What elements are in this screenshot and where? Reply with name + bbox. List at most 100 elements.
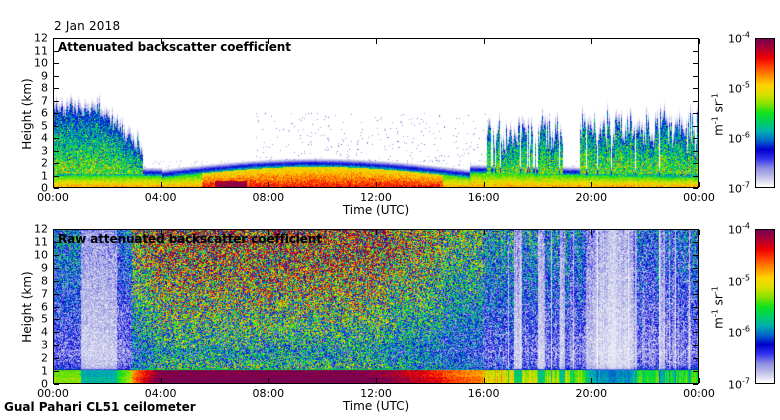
colorbar-tick-label: 10-6: [728, 325, 750, 340]
x-tick-mark-top: [53, 39, 54, 44]
x-tick-mark: [53, 378, 54, 383]
y-tick-mark: [54, 307, 59, 308]
y-tick-mark-right: [693, 358, 698, 359]
y-tick-label: 7: [41, 287, 48, 301]
y-tick-mark-right: [693, 268, 698, 269]
colorbar-gradient-attenuated: [756, 39, 774, 187]
colorbar-gradient-raw: [756, 230, 774, 383]
y-tick-mark: [54, 371, 59, 372]
y-tick-mark-right: [693, 126, 698, 127]
y-axis-label-attenuated: Height (km): [20, 78, 34, 150]
y-tick-mark: [54, 281, 59, 282]
x-tick-mark-top: [161, 230, 162, 235]
x-tick-label: 04:00: [144, 191, 177, 204]
y-tick-mark-right: [693, 76, 698, 77]
x-tick-mark-top: [268, 230, 269, 235]
y-tick-mark-right: [693, 188, 698, 189]
x-axis-label-raw: Time (UTC): [342, 399, 410, 413]
x-tick-mark: [268, 378, 269, 383]
y-tick-label: 0: [41, 377, 48, 391]
x-tick-mark-top: [591, 230, 592, 235]
figure-caption: Gual Pahari CL51 ceilometer: [4, 400, 196, 414]
y-tick-mark-right: [693, 38, 698, 39]
y-tick-mark-right: [693, 151, 698, 152]
heatmap-attenuated: [54, 39, 698, 187]
y-tick-label: 7: [41, 94, 48, 107]
y-tick-mark-right: [693, 88, 698, 89]
colorbar-unit-raw: m-1 sr-1: [711, 273, 726, 343]
colorbar-tick-label: 10-5: [728, 80, 750, 96]
y-tick-label: 2: [41, 351, 48, 365]
y-tick-mark-right: [693, 281, 698, 282]
y-tick-label: 3: [41, 144, 48, 157]
colorbar-tick-label: 10-4: [728, 221, 750, 237]
y-tick-mark-right: [693, 371, 698, 372]
y-tick-mark: [54, 163, 59, 164]
y-tick-mark: [54, 138, 59, 139]
panel-title-raw: Raw attenuated backscatter coefficient: [58, 232, 322, 246]
x-tick-mark-top: [484, 230, 485, 235]
x-tick-mark-top: [53, 230, 54, 235]
cb-unit-m-exp-2: -1: [710, 309, 720, 318]
cb-unit-sr-2: sr: [711, 294, 726, 310]
y-tick-label: 8: [41, 274, 48, 288]
y-tick-label: 2: [41, 156, 48, 170]
plot-area-raw: [53, 229, 699, 384]
y-tick-label: 10: [34, 248, 48, 262]
colorbar-tick-label: 10-7: [728, 180, 750, 196]
y-tick-label: 5: [41, 312, 48, 326]
y-tick-mark-right: [693, 138, 698, 139]
panel-title-attenuated: Attenuated backscatter coefficient: [58, 40, 291, 54]
x-tick-mark-top: [268, 39, 269, 44]
y-tick-mark: [54, 332, 59, 333]
y-tick-mark: [54, 229, 59, 230]
y-tick-mark-right: [693, 319, 698, 320]
x-tick-mark: [376, 378, 377, 383]
y-axis-label-raw: Height (km): [20, 271, 34, 343]
y-tick-mark-right: [693, 63, 698, 64]
x-tick-label: 20:00: [575, 387, 608, 400]
y-tick-mark: [54, 101, 59, 102]
y-tick-label: 0: [41, 181, 48, 195]
plot-area-attenuated: [53, 38, 699, 188]
x-tick-mark: [53, 182, 54, 187]
y-tick-mark-right: [693, 384, 698, 385]
y-tick-mark: [54, 151, 59, 152]
x-tick-label: 12:00: [360, 387, 392, 400]
cb-unit-sr: sr: [711, 101, 726, 117]
y-tick-label: 11: [34, 235, 48, 249]
y-tick-label: 5: [41, 119, 48, 132]
x-tick-mark: [484, 378, 485, 383]
colorbar-tick-label: 10-6: [728, 130, 750, 146]
x-tick-mark: [268, 182, 269, 187]
y-tick-mark: [54, 358, 59, 359]
y-tick-label: 10: [34, 56, 48, 70]
y-tick-mark: [54, 38, 59, 39]
x-tick-mark-top: [161, 39, 162, 44]
y-tick-label: 1: [41, 364, 48, 378]
y-tick-mark-right: [693, 113, 698, 114]
x-tick-mark-top: [699, 230, 700, 235]
x-tick-label: 16:00: [467, 387, 500, 400]
x-tick-mark-top: [376, 39, 377, 44]
y-tick-mark-right: [693, 101, 698, 102]
y-tick-mark: [54, 51, 59, 52]
y-tick-mark: [54, 113, 59, 114]
cb-unit-m: m: [711, 124, 726, 136]
y-tick-label: 12: [34, 31, 48, 45]
heatmap-raw: [54, 230, 698, 383]
x-axis-label-attenuated: Time (UTC): [342, 203, 410, 217]
x-tick-mark: [591, 378, 592, 383]
cb-unit-sr-exp-2: -1: [710, 286, 720, 295]
x-tick-label: 00:00: [37, 387, 69, 400]
x-tick-mark: [699, 182, 700, 187]
x-tick-label: 08:00: [252, 191, 285, 204]
y-tick-label: 8: [41, 81, 48, 95]
cb-unit-sr-exp: -1: [710, 93, 720, 102]
y-tick-mark-right: [693, 294, 698, 295]
y-tick-mark-right: [693, 242, 698, 243]
colorbar-tick-label: 10-7: [728, 376, 750, 392]
y-tick-mark: [54, 268, 59, 269]
y-tick-mark: [54, 88, 59, 89]
